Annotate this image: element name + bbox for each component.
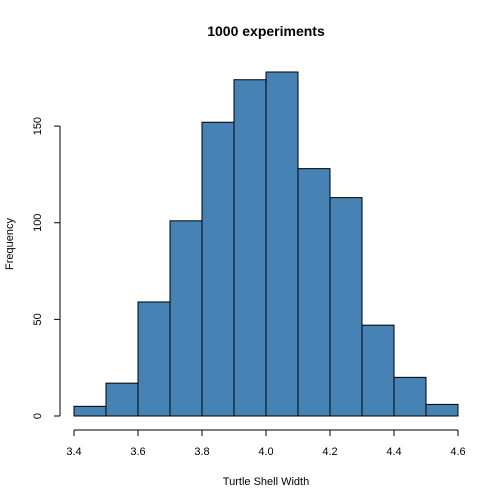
x-tick-label: 3.6 (130, 446, 145, 458)
histogram-bar (169, 220, 203, 417)
x-tick-label: 4.0 (258, 446, 273, 458)
histogram-bar (329, 197, 363, 417)
histogram-bar (265, 71, 299, 417)
x-axis-label: Turtle Shell Width (223, 476, 309, 488)
y-tick-label: 0 (32, 413, 44, 419)
histogram-bar (393, 376, 427, 417)
histogram-bar (105, 382, 139, 417)
histogram-bar (361, 324, 395, 417)
histogram-bar (201, 121, 235, 417)
x-tick-label: 4.6 (450, 446, 465, 458)
histogram-bar (73, 405, 107, 417)
histogram-bar (297, 168, 331, 417)
y-tick-label: 150 (32, 117, 44, 135)
y-tick-label: 50 (32, 313, 44, 325)
x-tick-label: 4.2 (322, 446, 337, 458)
x-tick-label: 4.4 (386, 446, 401, 458)
y-axis-label: Frequency (4, 218, 16, 270)
bars-group (73, 71, 459, 417)
y-tick-label: 100 (32, 214, 44, 232)
histogram-bar (425, 403, 459, 417)
y-axis: 0 50 100 150 (32, 117, 61, 419)
chart-title: 1000 experiments (207, 23, 325, 39)
histogram-bar (233, 79, 267, 417)
x-tick-label: 3.4 (66, 446, 81, 458)
histogram-bar (137, 301, 171, 417)
x-axis: 3.4 3.6 3.8 4.0 4.2 4.4 4.6 (66, 429, 466, 458)
x-tick-label: 3.8 (194, 446, 209, 458)
